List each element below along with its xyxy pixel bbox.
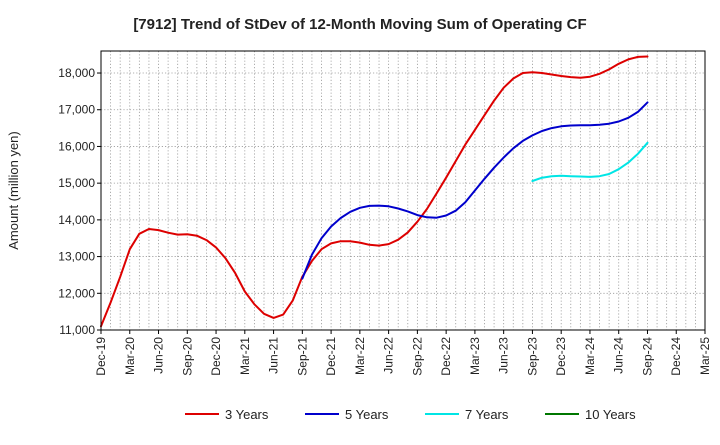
x-tick-label: Mar-20: [123, 337, 137, 375]
x-tick-label: Jun-22: [382, 337, 396, 374]
x-tick-label: Sep-22: [410, 337, 424, 376]
series-line-3-years: [100, 55, 649, 328]
series-line-5-years: [301, 101, 649, 280]
x-tick-label: Mar-22: [353, 337, 367, 375]
x-tick-label: Sep-21: [295, 337, 309, 376]
x-tick-label: Jun-21: [267, 337, 281, 374]
x-tick-label: Jun-20: [152, 337, 166, 374]
y-tick-label: 17,000: [58, 103, 95, 117]
x-tick-label: Sep-24: [640, 337, 654, 376]
grid: [101, 51, 705, 331]
x-tick-label: Sep-20: [180, 337, 194, 376]
x-tick-label: Dec-21: [324, 337, 338, 376]
x-axis: Dec-19 Mar-20 Jun-20 Sep-20 Dec-20 Mar-21 Jun-…: [94, 330, 712, 376]
x-tick-label: Dec-23: [554, 337, 568, 376]
x-tick-label: Dec-19: [94, 337, 108, 376]
y-tick-label: 11,000: [59, 323, 95, 337]
x-tick-label: Sep-23: [525, 337, 539, 376]
legend-label: 5 Years: [345, 407, 389, 422]
x-tick-label: Dec-22: [439, 337, 453, 376]
chart-title: [7912] Trend of StDev of 12-Month Moving…: [133, 16, 586, 33]
legend-label: 7 Years: [465, 407, 509, 422]
y-tick-label: 12,000: [58, 286, 95, 300]
legend-label: 10 Years: [585, 407, 636, 422]
y-tick-label: 13,000: [58, 250, 95, 264]
series-line-7-years: [531, 141, 649, 182]
y-tick-label: 16,000: [58, 139, 95, 153]
y-axis-label: Amount (million yen): [6, 131, 21, 250]
x-tick-label: Jun-23: [497, 337, 511, 374]
x-tick-label: Dec-24: [669, 337, 683, 376]
x-tick-label: Dec-20: [209, 337, 223, 376]
y-axis: 11,000 12,000 13,000 14,000 15,000 16,000 17,0…: [58, 66, 101, 337]
plot-area: [100, 50, 706, 331]
legend: 3 Years 5 Years 7 Years 10 Years: [185, 407, 636, 422]
x-tick-label: Jun-24: [612, 337, 626, 374]
x-tick-label: Mar-23: [468, 337, 482, 375]
y-tick-label: 18,000: [58, 66, 95, 80]
y-tick-label: 14,000: [58, 213, 95, 227]
legend-label: 3 Years: [225, 407, 269, 422]
x-tick-label: Mar-21: [238, 337, 252, 375]
x-tick-label: Mar-24: [583, 337, 597, 375]
series-lines: [100, 55, 649, 328]
x-tick-label: Mar-25: [698, 337, 712, 375]
y-tick-label: 15,000: [58, 176, 95, 190]
